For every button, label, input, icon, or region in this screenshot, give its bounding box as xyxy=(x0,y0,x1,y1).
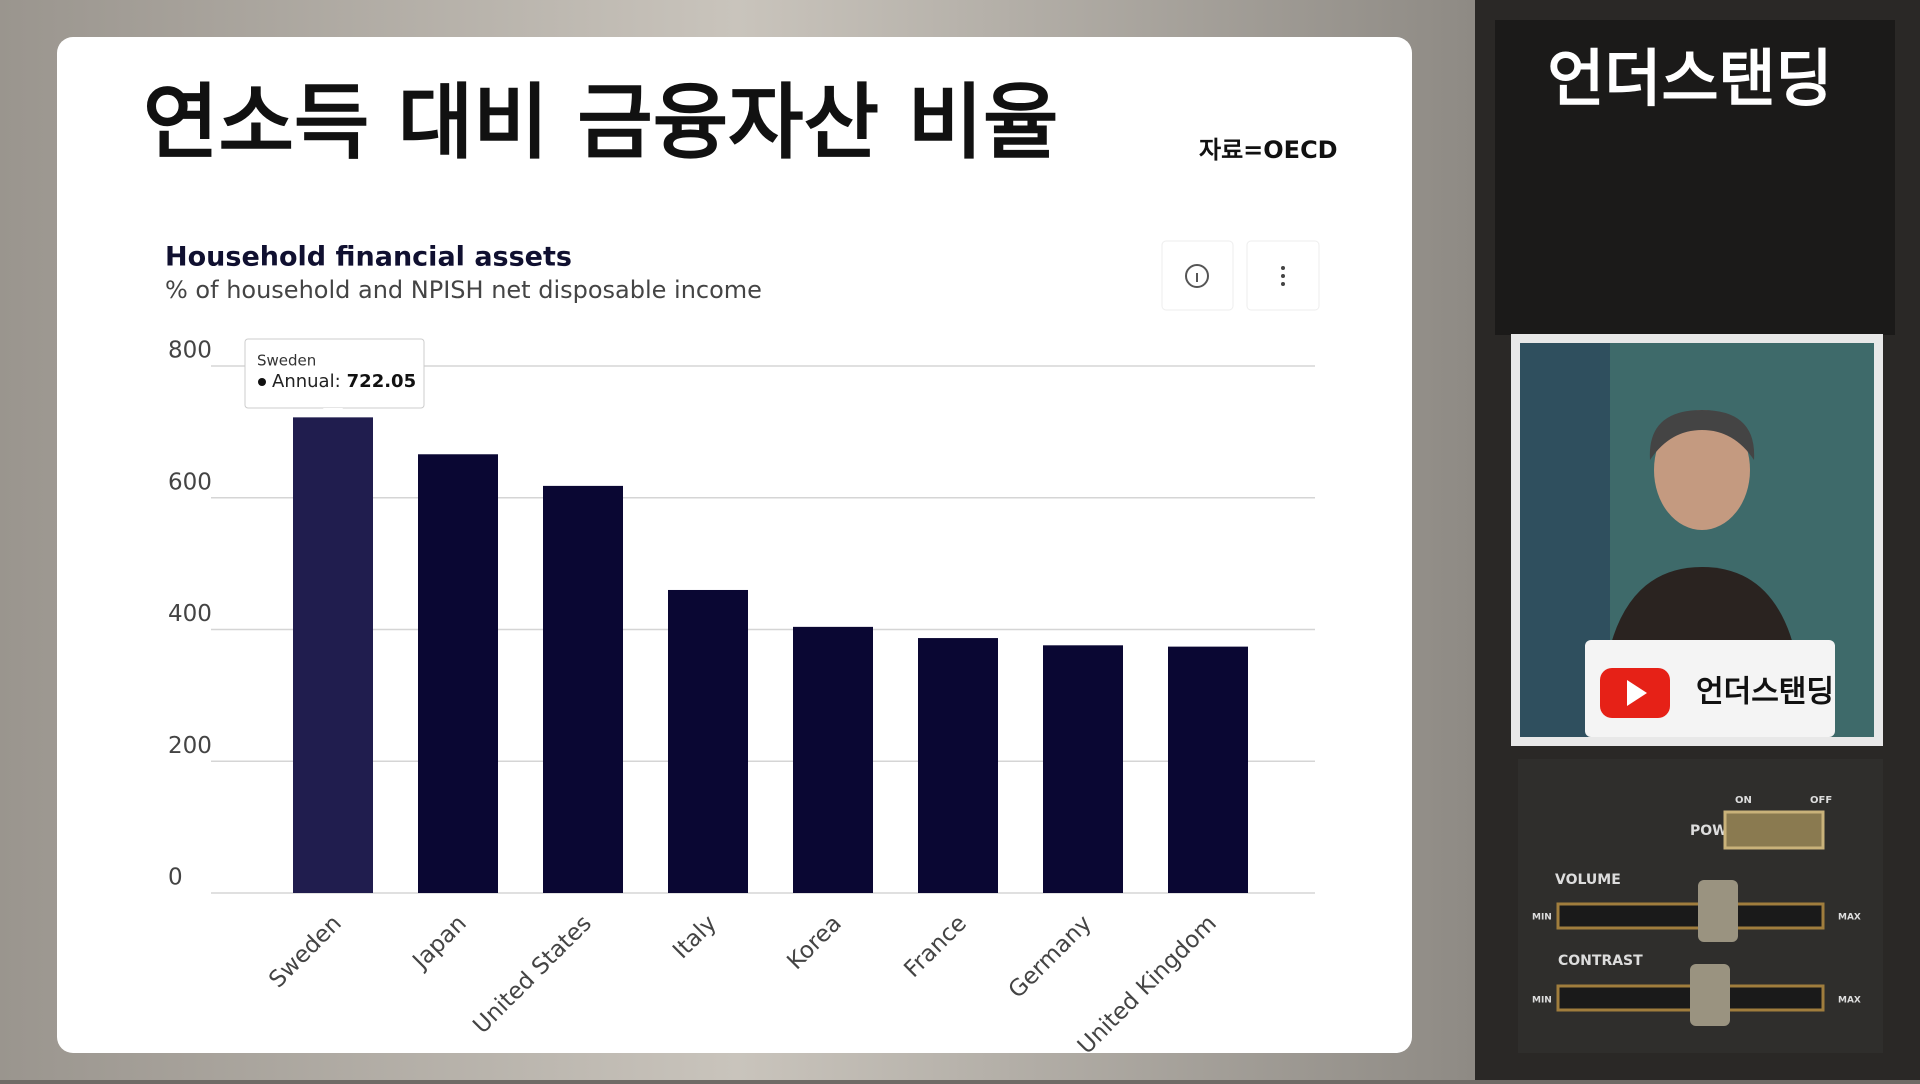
bar xyxy=(1043,645,1123,893)
person-hair xyxy=(1649,410,1755,460)
control-label: CONTRAST xyxy=(1558,953,1643,969)
control-label: MAX xyxy=(1838,996,1861,1006)
y-tick-label: 0 xyxy=(168,865,183,891)
y-tick-label: 600 xyxy=(168,469,212,495)
control-label: OFF xyxy=(1810,795,1832,806)
channel-name: 언더스탠딩 xyxy=(1547,42,1832,115)
slide-card xyxy=(57,37,1412,1053)
tooltip-pointer xyxy=(323,408,343,417)
volume-knob xyxy=(1698,880,1738,942)
power-switch xyxy=(1723,810,1825,850)
bar xyxy=(543,485,623,893)
control-label: MIN xyxy=(1532,996,1552,1006)
menu-dot xyxy=(1281,274,1285,278)
bar xyxy=(793,626,873,893)
y-tick-label: 800 xyxy=(168,338,212,364)
badge-text: 언더스탠딩 xyxy=(1696,675,1834,710)
bar xyxy=(418,454,498,893)
person-head xyxy=(1654,410,1750,530)
y-tick-label: 200 xyxy=(168,733,212,759)
side-stripes xyxy=(1495,20,1895,335)
chart-subtitle: % of household and NPISH net disposable … xyxy=(165,276,762,304)
bar xyxy=(918,638,998,893)
menu-dot xyxy=(1281,266,1285,270)
control-label: MAX xyxy=(1838,913,1861,923)
volume-slider xyxy=(1556,902,1825,930)
youtube-play xyxy=(1627,680,1647,706)
tooltip-label: Annual: xyxy=(272,371,341,392)
tooltip-dot xyxy=(258,378,266,386)
tooltip-value: 722.05 xyxy=(347,371,416,392)
slide-title: 연소득 대비 금융자산 비율 xyxy=(143,75,1058,170)
y-tick-label: 400 xyxy=(168,601,212,627)
bar xyxy=(293,417,373,893)
bar xyxy=(668,589,748,893)
control-label: ON xyxy=(1735,795,1752,806)
menu-dot xyxy=(1281,282,1285,286)
tooltip-title: Sweden xyxy=(257,352,316,370)
source: 자료=OECD xyxy=(1199,136,1338,164)
bar xyxy=(1168,646,1248,893)
chart-title: Household financial assets xyxy=(165,242,572,273)
control-label: VOLUME xyxy=(1555,872,1621,888)
info-icon xyxy=(1185,264,1209,288)
contrast-knob xyxy=(1690,964,1730,1026)
control-label: MIN xyxy=(1532,913,1552,923)
